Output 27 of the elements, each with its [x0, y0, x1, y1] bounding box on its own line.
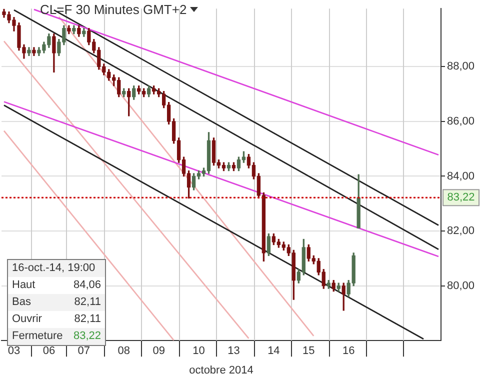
x-tick-label: 10	[192, 345, 205, 358]
x-axis-title: octobre 2014	[189, 364, 254, 376]
y-tick-label: 82,00	[447, 225, 475, 238]
x-tick-label: 09	[152, 345, 165, 358]
annotation: Fermeture	[12, 330, 63, 343]
x-tick-label: 07	[78, 345, 90, 358]
x-tick-label: 03	[8, 345, 20, 358]
annotation: 16-oct.-14, 19:00	[8, 260, 105, 277]
y-tick-label: 86,00	[447, 115, 475, 128]
x-tick-label: 08	[118, 345, 130, 358]
annotation: Bas	[12, 296, 31, 309]
annotation: Ouvrir	[12, 313, 42, 326]
x-tick-label: 15	[302, 345, 315, 358]
annotation: Haut	[12, 279, 36, 292]
x-tick-label: 14	[268, 345, 280, 358]
annotation: 82,11	[74, 313, 101, 326]
annotation: 84,06	[73, 279, 101, 292]
x-tick-label: 16	[342, 345, 355, 358]
ref-line-label: 83,22	[447, 192, 475, 204]
annotation: 82,11	[74, 296, 101, 309]
y-tick-label: 88,00	[447, 60, 475, 73]
x-tick-label: 06	[42, 345, 56, 358]
annotation: 83,22	[73, 330, 101, 343]
chart-title: CL=F 30 Minutes GMT+2	[40, 2, 187, 17]
y-tick-label: 80,00	[447, 280, 475, 292]
y-tick-label: 84,00	[447, 170, 475, 182]
x-tick-label: 13	[228, 345, 240, 358]
